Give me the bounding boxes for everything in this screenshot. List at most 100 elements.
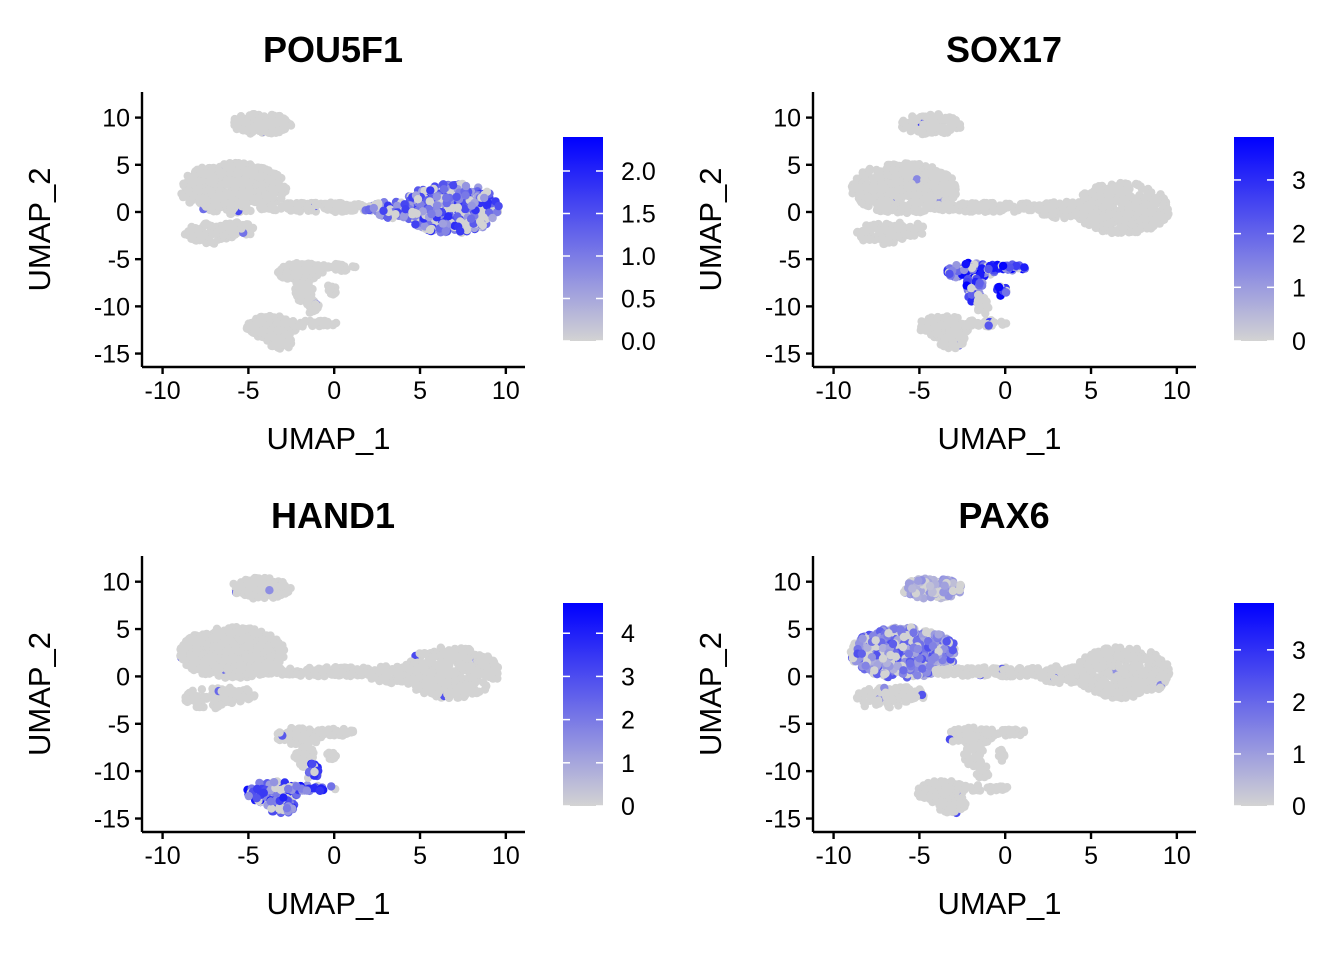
- cell-point: [958, 199, 967, 208]
- cell-point: [219, 639, 228, 648]
- cell-point: [863, 184, 872, 193]
- cell-point: [285, 260, 294, 269]
- cell-point: [411, 220, 420, 229]
- cell-point: [275, 267, 284, 276]
- cell-point: [294, 321, 303, 331]
- cell-point: [292, 727, 301, 737]
- cell-point: [856, 183, 865, 192]
- cell-point: [445, 687, 455, 697]
- cell-point: [254, 193, 263, 202]
- cell-point: [204, 657, 213, 666]
- cell-point: [1069, 199, 1078, 209]
- cell-point: [243, 323, 252, 332]
- cell-point: [931, 184, 941, 193]
- cell-point: [995, 207, 1005, 216]
- cell-point: [222, 664, 232, 674]
- cell-point: [381, 666, 390, 675]
- cell-point: [1027, 205, 1036, 215]
- cell-point: [968, 203, 977, 212]
- cell-point: [422, 675, 431, 685]
- cell-point: [304, 278, 313, 288]
- cell-point: [265, 586, 274, 595]
- cell-point: [242, 576, 252, 585]
- cell-point: [461, 181, 471, 191]
- cell-point: [955, 120, 965, 129]
- cell-point: [277, 190, 287, 199]
- cell-point: [1105, 219, 1114, 228]
- cell-point: [967, 283, 976, 293]
- cell-point: [945, 330, 955, 339]
- cell-point: [917, 229, 927, 238]
- cell-point: [997, 317, 1006, 326]
- cell-point: [476, 217, 485, 226]
- cell-point: [210, 176, 219, 185]
- cell-point: [258, 120, 268, 129]
- cell-point: [231, 690, 241, 699]
- cell-point: [1108, 182, 1118, 191]
- cell-point: [948, 339, 957, 348]
- cell-point: [425, 225, 435, 235]
- cell-point: [201, 168, 210, 178]
- cell-point: [207, 165, 216, 174]
- cell-point: [915, 206, 924, 216]
- colorbar-tick-label: 2.0: [621, 158, 656, 186]
- cell-point: [932, 329, 941, 338]
- cell-point: [351, 262, 360, 272]
- cell-point: [961, 207, 970, 216]
- cell-point: [281, 589, 290, 598]
- cell-point: [982, 297, 991, 306]
- colorbar: [563, 137, 603, 341]
- cell-point: [941, 174, 950, 183]
- cell-point: [312, 263, 321, 272]
- cell-point: [267, 194, 276, 203]
- cell-point: [303, 299, 312, 309]
- cell-point: [225, 219, 235, 228]
- cell-point: [278, 652, 287, 662]
- cell-point: [267, 116, 276, 125]
- cell-point: [219, 231, 228, 240]
- cell-point: [877, 179, 886, 189]
- cell-point: [275, 117, 284, 127]
- cell-point: [907, 122, 916, 131]
- cell-point: [1095, 192, 1104, 201]
- cell-point: [915, 160, 924, 169]
- cell-point: [903, 191, 912, 200]
- cell-point: [908, 165, 917, 175]
- cell-point: [259, 203, 268, 212]
- cell-point: [1130, 194, 1139, 203]
- cell-point: [198, 193, 207, 203]
- cell-point: [434, 208, 443, 217]
- cell-point: [984, 264, 993, 274]
- cell-point: [432, 201, 442, 210]
- cell-point: [1081, 193, 1090, 202]
- cell-point: [1104, 210, 1114, 219]
- cell-point: [483, 665, 492, 675]
- cell-point: [870, 183, 879, 192]
- colorbar-tick-label: 1.0: [621, 243, 656, 271]
- cell-point: [328, 321, 338, 330]
- cell-point: [472, 688, 481, 698]
- cell-point: [179, 179, 188, 188]
- cell-point: [287, 205, 296, 214]
- cell-point: [261, 666, 271, 675]
- cell-point: [1152, 196, 1162, 205]
- cell-point: [284, 332, 294, 341]
- cell-point: [903, 183, 912, 192]
- cell-point: [235, 671, 244, 680]
- cell-point: [192, 645, 201, 654]
- cell-point: [281, 200, 291, 209]
- cell-point: [379, 206, 388, 215]
- cell-point: [211, 641, 220, 650]
- colorbar-tick-label: 2: [1292, 221, 1306, 249]
- cell-point: [476, 652, 485, 661]
- cell-point: [456, 227, 465, 236]
- cell-point: [200, 219, 210, 229]
- cell-point: [421, 649, 430, 659]
- cell-point: [228, 230, 237, 239]
- cell-point: [181, 693, 190, 702]
- colorbar-tick-label: 3: [1292, 167, 1306, 195]
- cell-point: [220, 692, 229, 701]
- panel-sox17: SOX17-10 -5 0 5 101050-5-10-15UMAP_1UMAP_201…: [693, 29, 1306, 456]
- cell-point: [488, 213, 497, 223]
- cell-point: [246, 187, 255, 197]
